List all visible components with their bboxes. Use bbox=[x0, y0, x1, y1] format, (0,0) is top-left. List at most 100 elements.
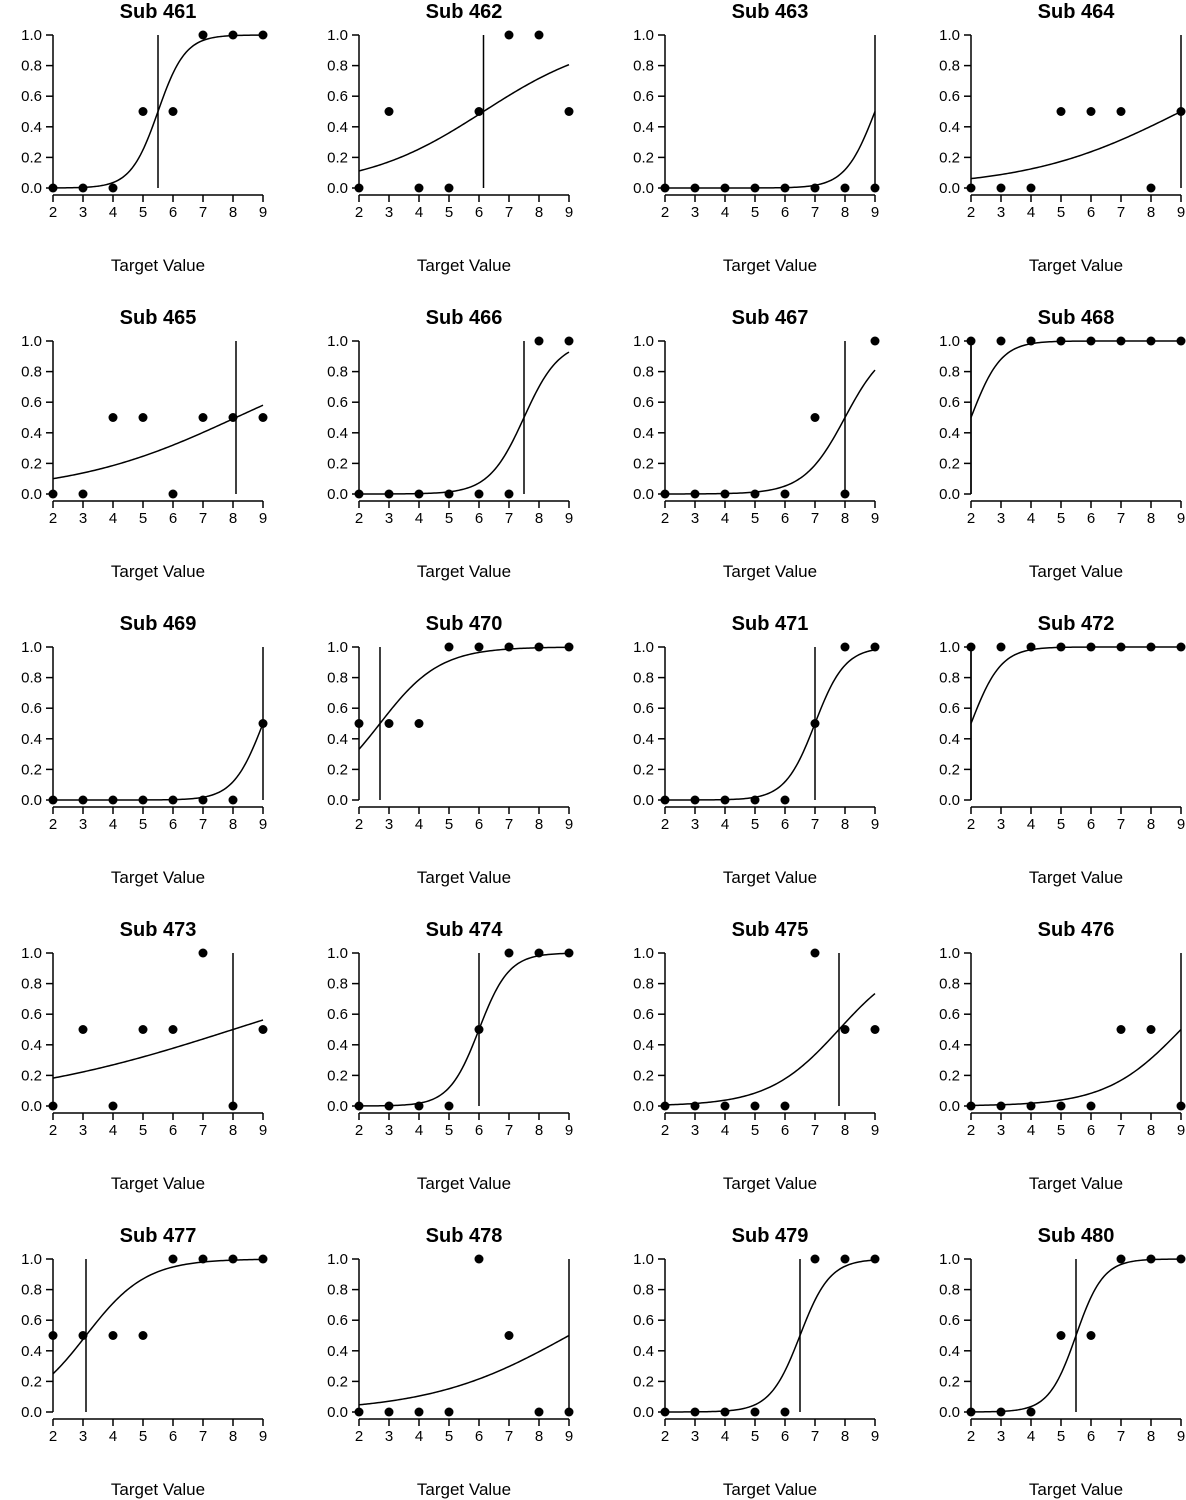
y-tick-label: 0.6 bbox=[939, 394, 960, 411]
data-point bbox=[168, 795, 178, 805]
x-tick-label: 6 bbox=[169, 510, 177, 527]
x-tick-label: 4 bbox=[109, 510, 117, 527]
y-tick-label: 1.0 bbox=[21, 333, 42, 350]
data-point bbox=[810, 1254, 820, 1264]
x-tick-label: 8 bbox=[1147, 1122, 1155, 1139]
x-tick-label: 8 bbox=[535, 816, 543, 833]
y-tick-label: 0.2 bbox=[21, 1067, 42, 1084]
fit-curve bbox=[665, 1259, 876, 1413]
chart-title: Sub 474 bbox=[426, 919, 504, 941]
y-tick-label: 0.2 bbox=[939, 149, 960, 166]
data-point bbox=[564, 1407, 574, 1417]
data-point bbox=[474, 642, 484, 652]
x-tick-label: 4 bbox=[109, 204, 117, 221]
data-point bbox=[996, 336, 1006, 346]
y-tick-label: 0.2 bbox=[633, 455, 654, 472]
chart-panel: Sub 475 0.0 0.2 0.4 0.6 0.8 1.0 2 3 4 5 6 7 8 9 Target … bbox=[633, 919, 880, 1193]
y-tick-label: 0.4 bbox=[939, 1037, 960, 1054]
y-tick-label: 0.2 bbox=[327, 149, 348, 166]
y-tick-label: 0.6 bbox=[327, 1312, 348, 1329]
x-axis-label: Target Value bbox=[417, 1174, 511, 1193]
y-tick-label: 0.2 bbox=[327, 1067, 348, 1084]
y-tick-label: 1.0 bbox=[633, 333, 654, 350]
x-axis-label: Target Value bbox=[417, 256, 511, 275]
y-tick-label: 1.0 bbox=[21, 27, 42, 44]
fit-curve bbox=[970, 1028, 1182, 1107]
x-tick-label: 9 bbox=[565, 1428, 573, 1445]
x-tick-label: 3 bbox=[385, 204, 393, 221]
y-tick-label: 0.6 bbox=[939, 1006, 960, 1023]
x-axis-label: Target Value bbox=[111, 1174, 205, 1193]
x-tick-label: 5 bbox=[445, 204, 453, 221]
chart-title: Sub 467 bbox=[732, 307, 809, 329]
x-tick-label: 5 bbox=[139, 204, 147, 221]
x-tick-label: 7 bbox=[811, 816, 819, 833]
chart-title: Sub 469 bbox=[120, 613, 197, 635]
y-tick-label: 0.6 bbox=[327, 394, 348, 411]
x-tick-label: 3 bbox=[691, 510, 699, 527]
x-tick-label: 8 bbox=[841, 510, 849, 527]
x-tick-label: 5 bbox=[445, 1122, 453, 1139]
chart-panel: Sub 480 0.0 0.2 0.4 0.6 0.8 1.0 2 3 4 5 6 7 8 9 Target … bbox=[939, 1225, 1186, 1499]
fit-curve bbox=[970, 340, 1181, 418]
x-tick-label: 6 bbox=[1087, 1428, 1095, 1445]
chart-title: Sub 472 bbox=[1038, 613, 1115, 635]
x-tick-label: 2 bbox=[967, 1122, 975, 1139]
fit-curve bbox=[664, 992, 876, 1106]
data-point bbox=[168, 1025, 178, 1034]
x-tick-label: 8 bbox=[841, 816, 849, 833]
data-point bbox=[720, 1407, 730, 1417]
x-tick-label: 3 bbox=[997, 510, 1005, 527]
x-tick-label: 2 bbox=[661, 204, 669, 221]
data-point bbox=[720, 183, 730, 193]
x-tick-label: 2 bbox=[49, 1122, 57, 1139]
x-axis-label: Target Value bbox=[723, 1174, 817, 1193]
x-tick-label: 4 bbox=[415, 204, 423, 221]
y-tick-label: 0.4 bbox=[633, 119, 654, 136]
y-tick-label: 0.6 bbox=[21, 394, 42, 411]
fit-curve bbox=[359, 351, 570, 495]
y-tick-label: 0.8 bbox=[21, 58, 42, 75]
x-tick-label: 9 bbox=[259, 1428, 267, 1445]
data-point bbox=[504, 30, 514, 40]
data-point bbox=[48, 183, 58, 193]
y-tick-label: 0.8 bbox=[327, 1282, 348, 1299]
x-axis-label: Target Value bbox=[417, 868, 511, 887]
chart-panel: Sub 467 0.0 0.2 0.4 0.6 0.8 1.0 2 3 4 5 6 7 8 9 Target … bbox=[633, 307, 880, 581]
data-point bbox=[258, 1254, 268, 1264]
x-tick-label: 9 bbox=[871, 1122, 879, 1139]
x-tick-label: 9 bbox=[1177, 1428, 1185, 1445]
data-point bbox=[750, 1407, 760, 1417]
y-tick-label: 0.8 bbox=[633, 58, 654, 75]
x-tick-label: 4 bbox=[721, 816, 729, 833]
x-tick-label: 8 bbox=[229, 816, 237, 833]
x-tick-label: 5 bbox=[1057, 204, 1065, 221]
data-point bbox=[168, 107, 178, 116]
x-tick-label: 8 bbox=[841, 1122, 849, 1139]
y-tick-label: 0.0 bbox=[939, 792, 960, 809]
x-tick-label: 8 bbox=[535, 1122, 543, 1139]
data-point bbox=[870, 1025, 880, 1034]
y-tick-label: 1.0 bbox=[633, 945, 654, 962]
x-axis-label: Target Value bbox=[417, 1480, 511, 1499]
x-tick-label: 8 bbox=[229, 1428, 237, 1445]
x-tick-label: 3 bbox=[691, 204, 699, 221]
y-tick-label: 0.2 bbox=[327, 761, 348, 778]
y-tick-label: 0.4 bbox=[939, 731, 960, 748]
y-tick-label: 0.0 bbox=[633, 1098, 654, 1115]
x-axis-label: Target Value bbox=[1029, 1480, 1123, 1499]
data-point bbox=[198, 948, 208, 958]
x-tick-label: 8 bbox=[229, 204, 237, 221]
x-tick-label: 6 bbox=[475, 1122, 483, 1139]
data-point bbox=[750, 1101, 760, 1111]
x-tick-label: 3 bbox=[79, 1122, 87, 1139]
x-tick-label: 9 bbox=[259, 204, 267, 221]
y-tick-label: 0.8 bbox=[633, 364, 654, 381]
data-point bbox=[444, 642, 454, 652]
y-tick-label: 0.0 bbox=[327, 1404, 348, 1421]
y-tick-label: 0.4 bbox=[21, 425, 42, 442]
y-tick-label: 0.0 bbox=[327, 1098, 348, 1115]
data-point bbox=[810, 183, 820, 193]
data-point bbox=[534, 642, 544, 652]
data-point bbox=[444, 1407, 454, 1417]
